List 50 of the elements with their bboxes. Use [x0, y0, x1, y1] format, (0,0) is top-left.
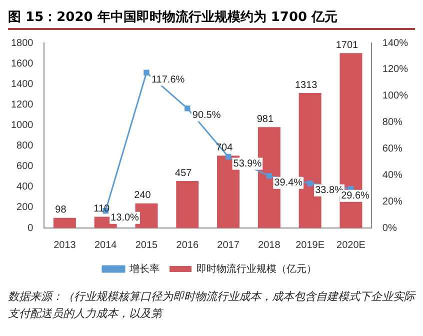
y-tick-label: 1000 [10, 120, 34, 131]
y-tick-label: 1200 [10, 99, 34, 110]
legend-label: 增长率 [128, 262, 160, 275]
y2-tick-label: 60% [382, 143, 403, 154]
y2-tick-label: 0% [382, 222, 397, 234]
x-tick-label: 2013 [54, 240, 76, 251]
point [144, 70, 150, 76]
data-label: 1701 [336, 40, 359, 51]
x-tick-label: 2014 [94, 240, 118, 251]
data-label: 39.4% [274, 178, 303, 189]
y2-tick-label: 140% [382, 38, 408, 49]
legend-label: 即时物流行业规模（亿元） [196, 262, 316, 275]
data-label: 457 [175, 168, 192, 179]
data-label: 98 [55, 204, 67, 216]
x-tick-label: 2016 [176, 240, 199, 251]
y-tick-label: 1600 [10, 58, 34, 70]
y2-tick-label: 100% [382, 90, 408, 102]
x-tick-label: 2015 [135, 240, 158, 251]
data-label: 240 [134, 190, 152, 202]
y-tick-label: 1400 [10, 78, 34, 90]
data-label: 981 [256, 114, 274, 125]
y2-tick-label: 80% [382, 117, 403, 128]
y-tick-label: 200 [16, 202, 34, 214]
source-note: 数据来源：（行业规模核算口径为即时物流行业成本，成本包含自建模式下企业实际支付配送员的人力成本，以及第 [8, 289, 415, 322]
y2-tick-label: 40% [382, 170, 403, 181]
point [225, 154, 232, 160]
point [307, 180, 313, 186]
x-tick-label: 2018 [258, 240, 281, 251]
data-label: 53.9% [233, 158, 262, 170]
data-label: 90.5% [192, 110, 221, 122]
chart-title: 图 15：2020 年中国即时物流行业规模约为 1700 亿元 [8, 8, 415, 30]
y-tick-label: 0 [28, 222, 34, 234]
point [266, 173, 272, 179]
data-label: 117.6% [151, 74, 185, 86]
y2-tick-label: 20% [382, 196, 403, 208]
data-label: 13.0% [110, 212, 140, 224]
data-label: 33.8% [315, 185, 344, 196]
y-tick-label: 400 [16, 182, 34, 193]
data-label: 1313 [294, 80, 318, 91]
y2-tick-label: 120% [382, 64, 408, 76]
x-tick-label: 2019E [296, 240, 325, 251]
y-tick-label: 1800 [10, 38, 34, 49]
bar [53, 218, 76, 228]
point [184, 106, 190, 112]
data-label: 29.6% [341, 190, 370, 202]
x-tick-label: 2020E [336, 240, 366, 251]
y-tick-label: 600 [16, 161, 34, 172]
x-tick-label: 2017 [217, 240, 240, 251]
bar [176, 181, 199, 228]
y-tick-label: 800 [16, 140, 34, 152]
